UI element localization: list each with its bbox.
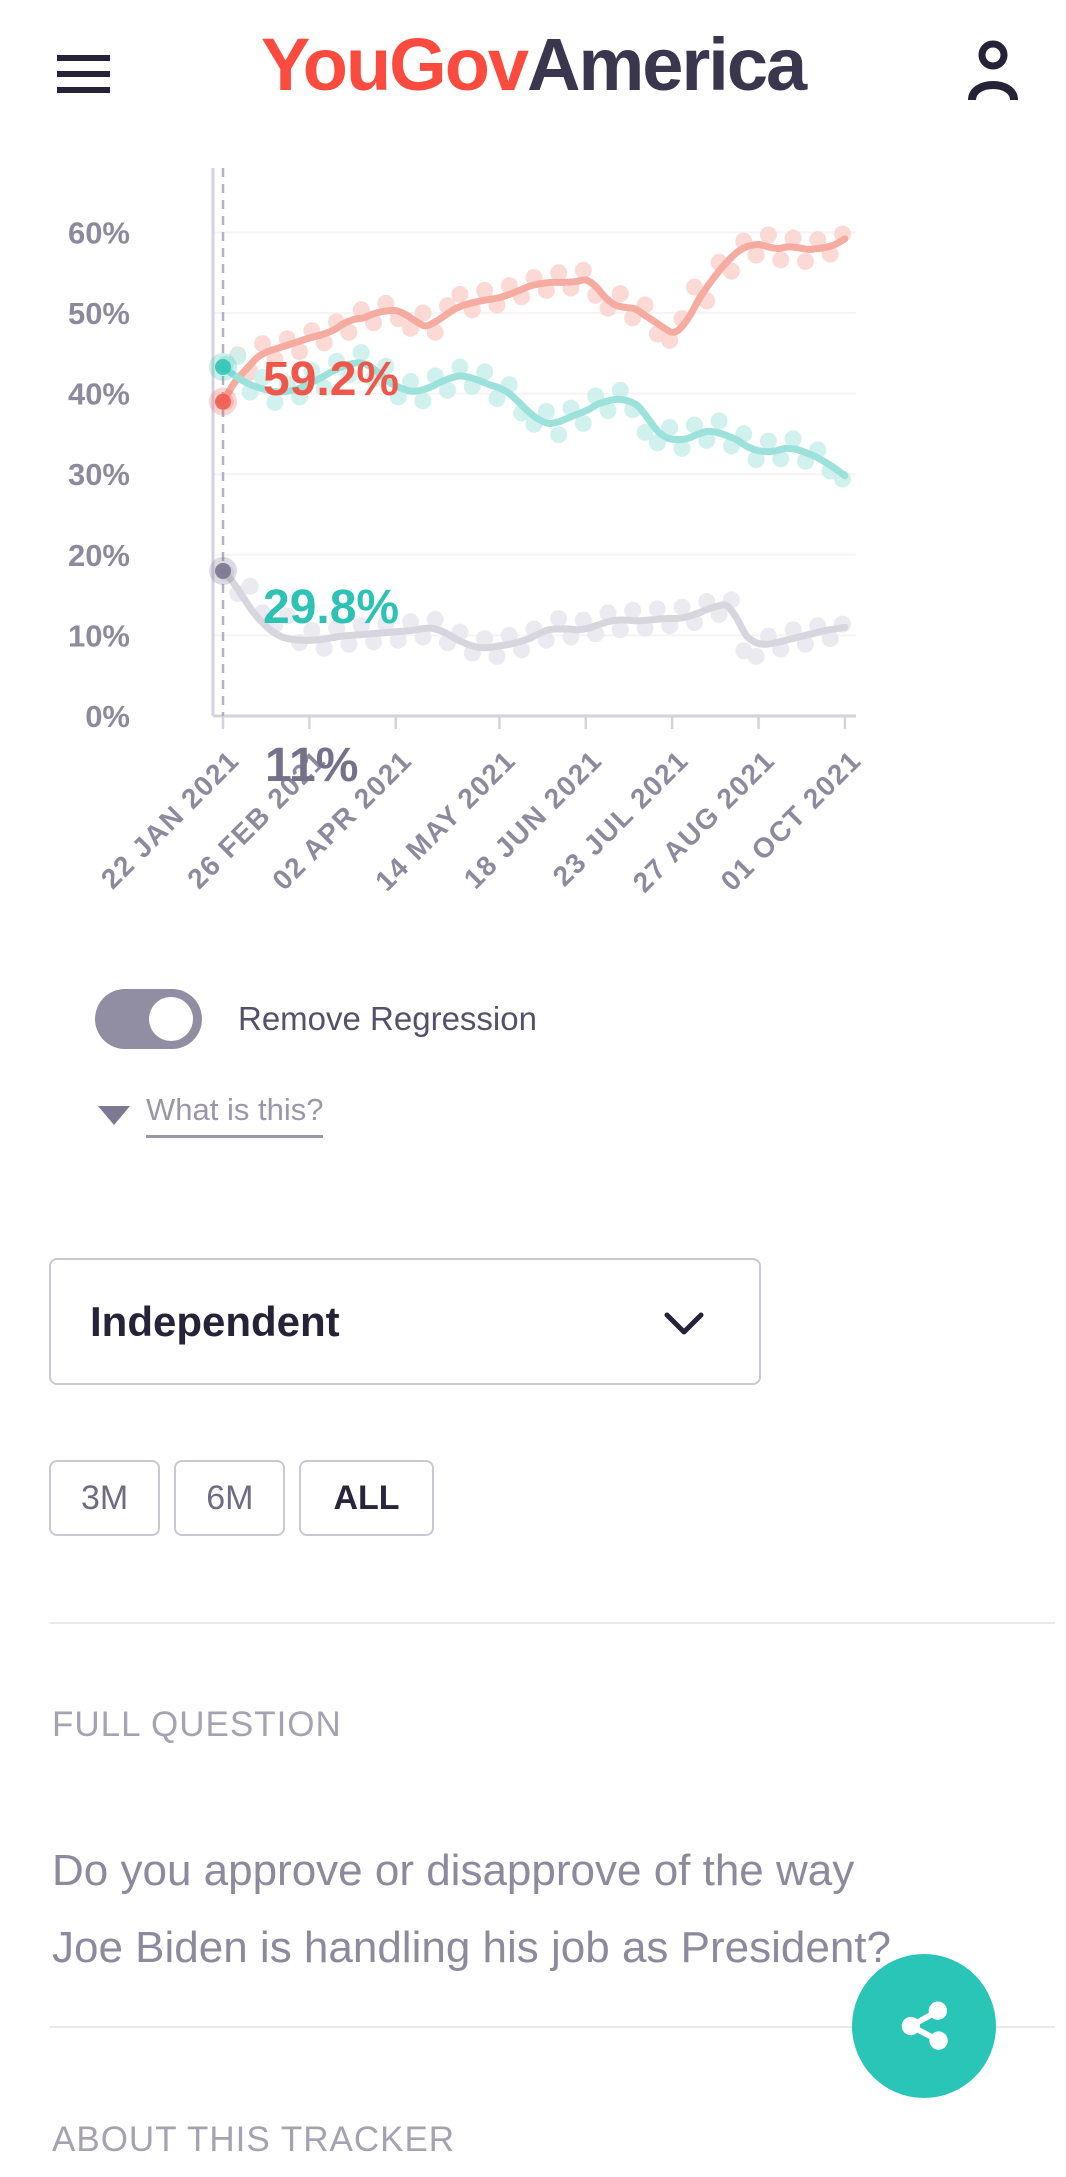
toggle-knob (149, 997, 193, 1041)
whats-this-link[interactable]: What is this? (146, 1092, 324, 1138)
divider (50, 1622, 1055, 1624)
range-button-all[interactable]: ALL (299, 1460, 434, 1536)
account-button[interactable] (966, 38, 1018, 101)
approval-chart: 22 JAN 2021 26 FEB 2021 02 APR 2021 14 MAY … (0, 130, 1066, 920)
remove-regression-label: Remove Regression (238, 1000, 537, 1037)
full-question-heading: FULL QUESTION (52, 1705, 342, 1744)
notsure-value-label: 11% (265, 739, 359, 792)
person-icon (968, 40, 1018, 101)
range-button-6m[interactable]: 6M (174, 1460, 286, 1536)
svg-text:60%: 60% (68, 215, 130, 250)
divider (50, 2026, 1055, 2028)
svg-text:0%: 0% (85, 699, 130, 734)
about-tracker-heading: ABOUT THIS TRACKER (52, 2120, 456, 2159)
hamburger-menu-icon[interactable] (57, 55, 110, 95)
question-text: Do you approve or disapprove of the way … (52, 1832, 1032, 1986)
range-selector: 3M 6M ALL (49, 1460, 448, 1536)
question-line-1: Do you approve or disapprove of the way (52, 1846, 855, 1895)
logo-america-text: America (527, 23, 807, 106)
svg-text:40%: 40% (68, 377, 130, 412)
share-icon (901, 2001, 948, 2050)
header: YouGovAmerica (0, 0, 1066, 130)
whats-this-row[interactable]: What is this? (98, 1092, 324, 1138)
logo-yougov-text: YouGov (260, 23, 529, 106)
party-dropdown-value: Independent (90, 1297, 340, 1345)
yougov-logo[interactable]: YouGovAmerica (0, 22, 1066, 107)
remove-regression-row: Remove Regression (95, 988, 537, 1050)
range-button-3m[interactable]: 3M (49, 1460, 161, 1536)
remove-regression-toggle[interactable] (95, 989, 202, 1049)
disapprove-value-label: 59.2% (263, 353, 400, 406)
svg-text:30%: 30% (68, 457, 130, 492)
chevron-down-icon (98, 1105, 130, 1125)
share-button[interactable] (852, 1954, 996, 2098)
approve-value-label: 29.8% (263, 581, 400, 634)
chevron-down-icon (664, 1312, 704, 1335)
svg-text:10%: 10% (68, 618, 130, 653)
svg-text:50%: 50% (68, 296, 130, 331)
question-line-2: Joe Biden is handling his job as Preside… (52, 1923, 891, 1972)
svg-text:20%: 20% (68, 538, 130, 573)
party-dropdown[interactable]: Independent (49, 1258, 761, 1385)
